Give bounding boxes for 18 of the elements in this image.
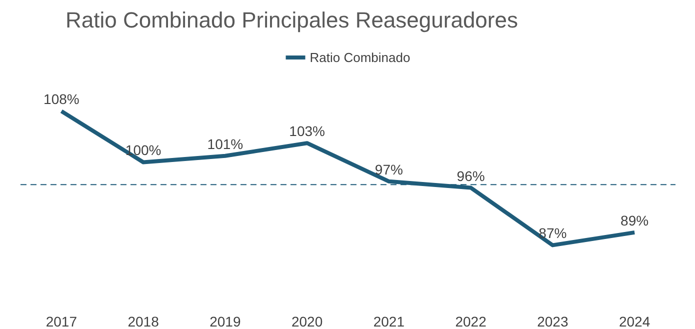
chart-title: Ratio Combinado Principales Reaseguradores — [66, 8, 518, 32]
x-tick-label: 2020 — [291, 314, 323, 329]
legend-label: Ratio Combinado — [310, 50, 410, 64]
data-label: 89% — [620, 212, 649, 228]
x-tick-label: 2017 — [46, 314, 78, 329]
x-tick-label: 2023 — [537, 314, 568, 329]
data-label: 96% — [456, 168, 485, 184]
x-tick-label: 2018 — [128, 314, 160, 329]
x-tick-label: 2024 — [618, 314, 650, 329]
data-label: 97% — [374, 161, 403, 178]
x-tick-label: 2019 — [210, 314, 241, 329]
data-label: 108% — [44, 91, 80, 108]
x-tick-label: 2022 — [455, 314, 487, 329]
data-label: 87% — [538, 225, 567, 242]
data-label: 103% — [289, 123, 325, 140]
data-label: 100% — [125, 142, 162, 158]
x-tick-label: 2021 — [373, 314, 405, 329]
data-label: 101% — [207, 136, 244, 152]
